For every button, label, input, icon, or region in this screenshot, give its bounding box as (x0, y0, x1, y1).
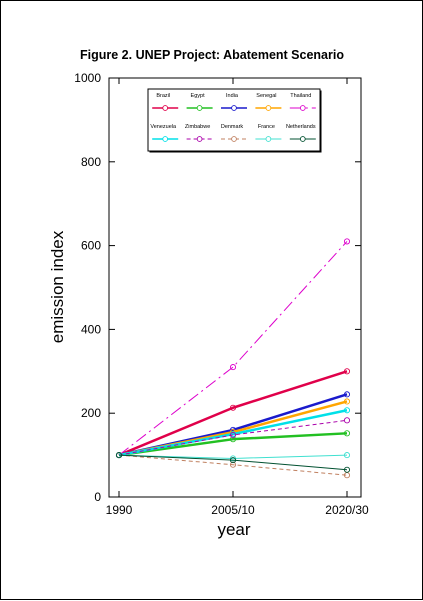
data-point (343, 407, 351, 414)
series-line (118, 454, 348, 476)
series-line (118, 370, 348, 457)
x-tick-label: 1990 (106, 503, 133, 517)
data-point (229, 455, 237, 462)
legend-label: India (226, 93, 239, 99)
legend-label: France (258, 124, 275, 130)
legend-item-thailand: Thailand (289, 93, 316, 111)
series-line (118, 400, 348, 457)
series-netherlands (115, 452, 351, 473)
legend-swatch-marker (299, 105, 306, 111)
data-point (229, 461, 237, 468)
data-point (343, 452, 351, 459)
legend-item-netherlands: Netherlands (286, 124, 316, 142)
data-point (343, 368, 351, 375)
legend-swatch-marker (265, 105, 272, 111)
y-tick-label: 200 (81, 406, 101, 420)
data-point (229, 457, 237, 464)
x-tick-label: 2005/10 (211, 503, 255, 517)
legend-item-zimbabwe: Zimbabwe (185, 124, 213, 142)
legend-label: Egypt (191, 93, 206, 99)
data-point (229, 431, 237, 439)
legend-item-venezuela: Venezuela (150, 124, 179, 142)
data-point (343, 238, 351, 245)
legend-item-brazil: Brazil (152, 93, 179, 111)
data-point (115, 452, 123, 459)
series-line (118, 419, 348, 456)
legend-label: Thailand (290, 93, 311, 99)
series-brazil (115, 368, 351, 459)
series-line (118, 454, 348, 471)
legend-swatch-marker (299, 136, 306, 142)
legend-item-denmark: Denmark (221, 124, 247, 142)
legend-swatch-marker (196, 136, 203, 142)
legend-label: Venezuela (150, 124, 177, 130)
legend-label: Senegal (256, 93, 276, 99)
legend-swatch-marker (265, 136, 272, 142)
data-point (343, 466, 351, 473)
legend-label: Denmark (221, 124, 244, 130)
legend-swatch-marker (231, 105, 237, 111)
legend-swatch-marker (162, 105, 169, 111)
y-tick-label: 0 (94, 490, 101, 504)
x-axis-label: year (217, 520, 250, 539)
y-tick-label: 400 (81, 322, 101, 336)
legend-swatch-marker (196, 105, 203, 111)
series-line (118, 432, 348, 457)
y-tick-label: 1000 (74, 71, 101, 85)
data-point (229, 364, 237, 371)
data-point (343, 430, 351, 437)
series-line (118, 454, 348, 459)
y-tick-label: 600 (81, 239, 101, 253)
x-tick-label: 2020/30 (325, 503, 369, 517)
data-point (343, 417, 351, 424)
legend-label: Zimbabwe (185, 124, 210, 130)
legend-swatch-marker (231, 136, 237, 142)
data-point (343, 398, 351, 405)
legend-item-egypt: Egypt (186, 93, 213, 111)
legend-label: Brazil (156, 93, 170, 99)
series-line (118, 241, 348, 456)
legend-swatch-marker (162, 136, 169, 142)
legend-item-france: France (255, 124, 282, 142)
chart-title: Figure 2. UNEP Project: Abatement Scenar… (80, 48, 344, 62)
data-point (343, 391, 351, 398)
legend-label: Netherlands (286, 124, 316, 130)
legend-item-senegal: Senegal (255, 93, 282, 111)
legend-item-india: India (221, 93, 247, 111)
plot-area-frame (108, 77, 362, 498)
y-axis-label: emission index (48, 230, 67, 343)
y-tick-label: 800 (81, 155, 101, 169)
data-point (229, 404, 237, 411)
